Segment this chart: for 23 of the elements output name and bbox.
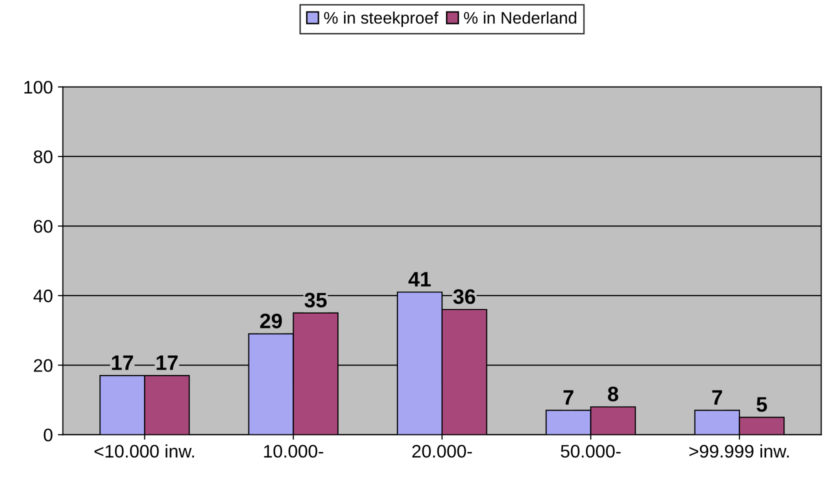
data-label: 41 <box>408 272 431 286</box>
data-label: 35 <box>304 292 327 308</box>
x-tick-label: 50.000- <box>560 444 621 458</box>
data-label: 5 <box>756 397 767 412</box>
y-tick-label: 40 <box>33 290 52 302</box>
data-label: 29 <box>260 314 282 328</box>
data-label: 17 <box>156 356 178 370</box>
data-label: 7 <box>564 390 574 405</box>
x-tick-label: 10.000- <box>264 444 324 458</box>
x-tick-label: 20.000- <box>412 444 472 458</box>
legend-label: % in steekproef <box>324 12 438 28</box>
data-label: 7 <box>712 390 722 405</box>
y-tick-label: 0 <box>44 428 52 442</box>
data-label: 36 <box>453 289 476 304</box>
y-tick-label: 20 <box>34 359 52 372</box>
data-label: 17 <box>112 356 134 370</box>
y-tick-label: 80 <box>34 150 52 164</box>
x-tick-label: >99.999 inw. <box>689 444 789 458</box>
y-tick-label: 60 <box>34 220 52 233</box>
data-label: 8 <box>608 386 618 402</box>
legend-label: % in Nederland <box>464 12 576 24</box>
x-tick-label: <10.000 inw. <box>94 444 194 458</box>
y-tick-label: 100 <box>24 80 52 94</box>
